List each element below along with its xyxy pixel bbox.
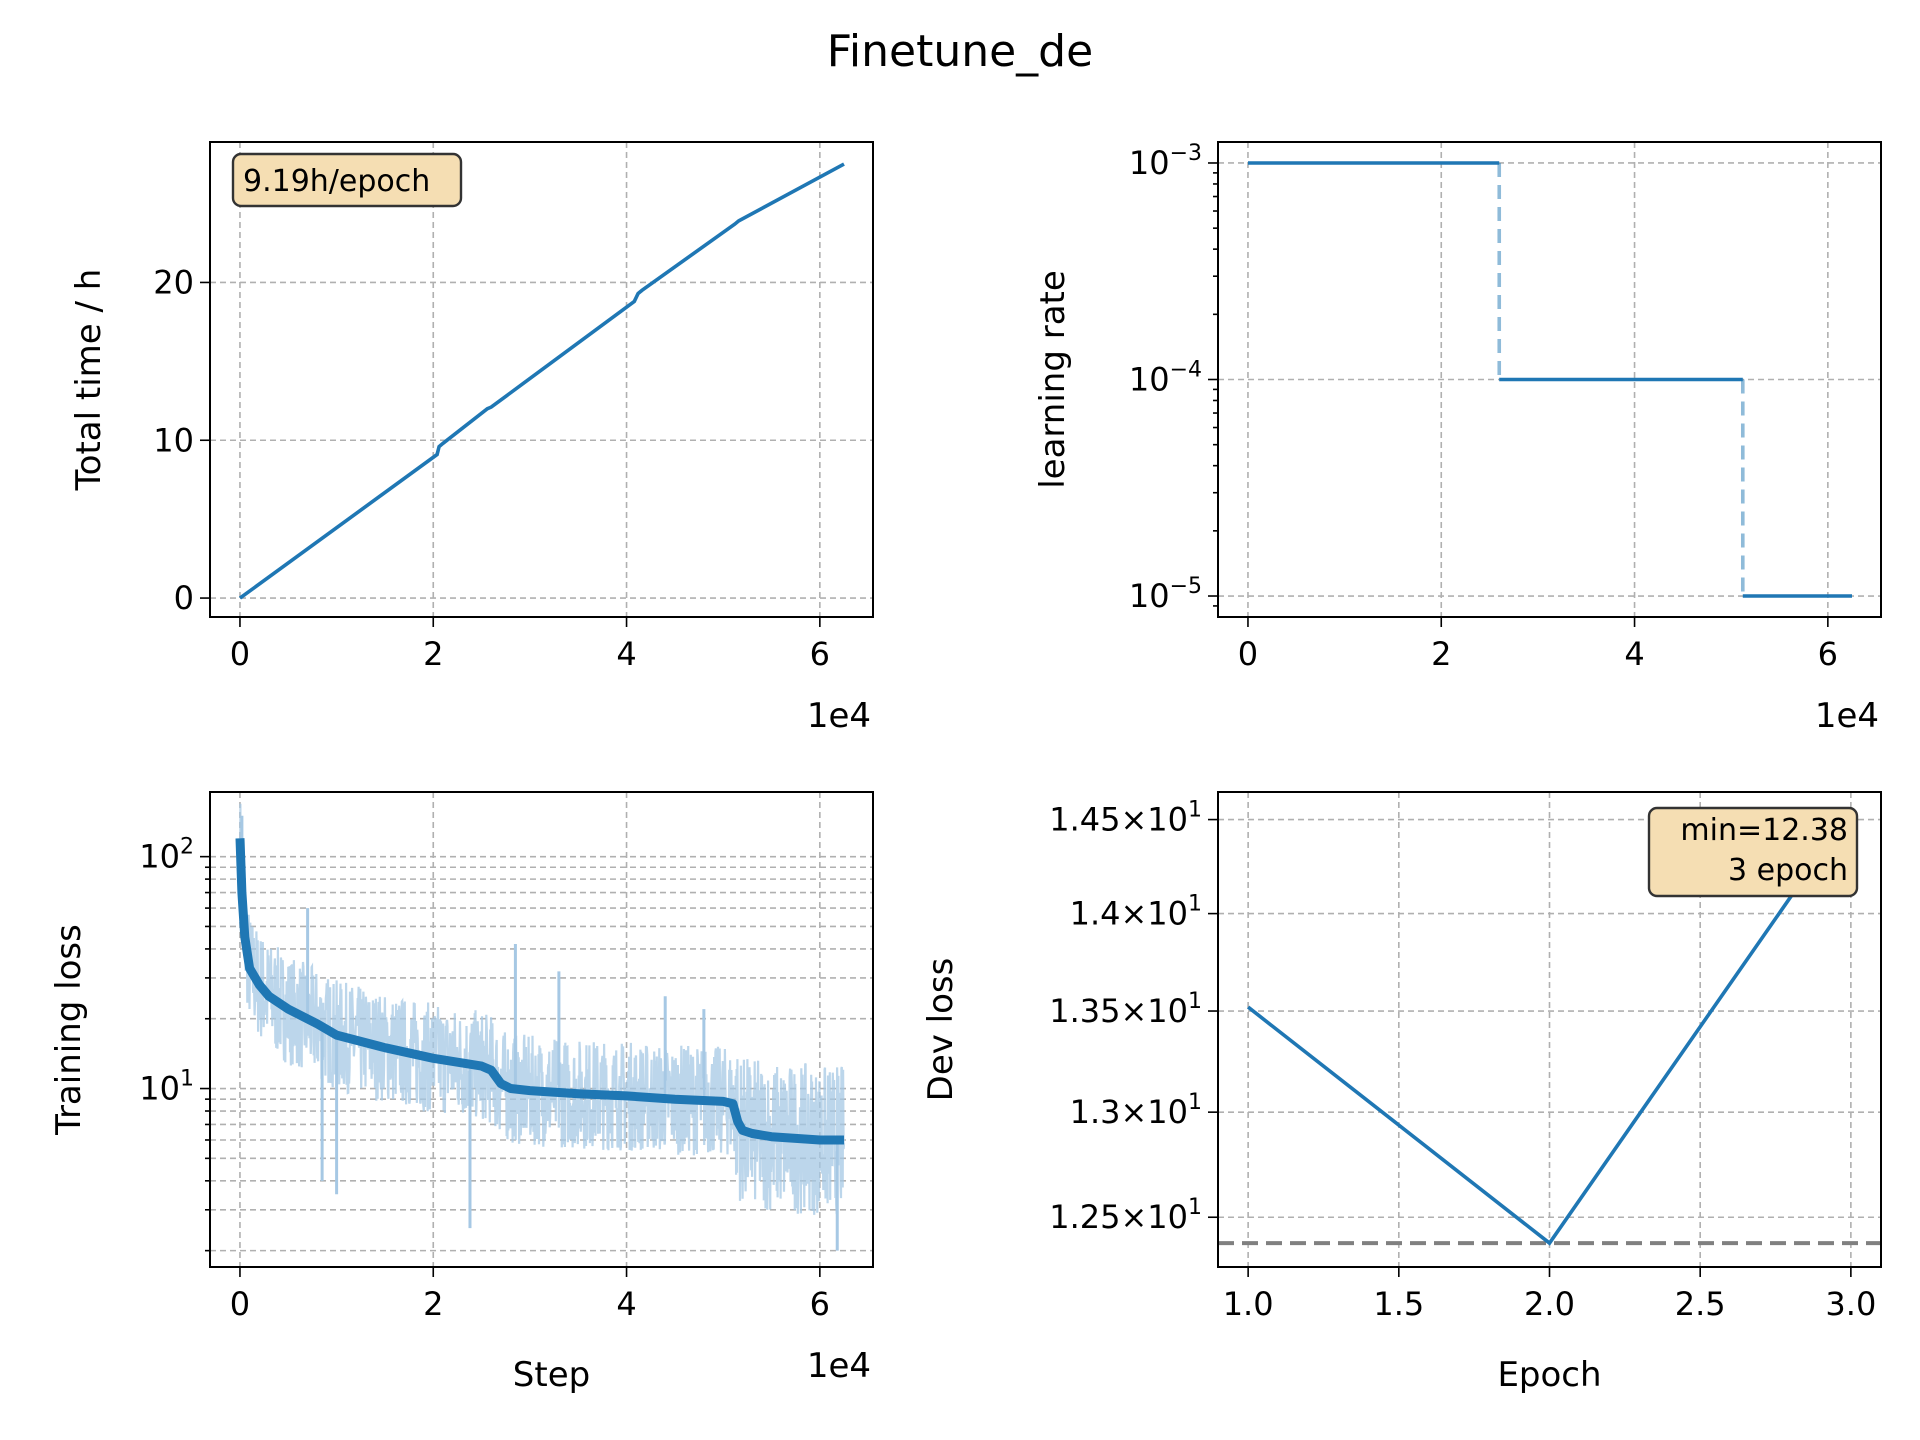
figure-title: Finetune_de [827,26,1093,77]
x-offset-text: 1e4 [1815,696,1879,736]
plot-area [1218,809,1881,1246]
panel-training-loss: 0 2 4 6 101 102 Training loss Step 1e4 [49,791,874,1395]
x-tick-label: 2.0 [1524,1285,1575,1323]
y-tick-label: 0 [174,579,194,617]
x-tick-label: 4 [1624,635,1644,673]
y-tick-label: 1.4×101 [1070,892,1202,933]
axes-frame [209,141,874,618]
grid [210,142,873,617]
annotation-box: min=12.38 3 epoch [1647,806,1859,898]
x-tick-label: 6 [1818,635,1838,673]
y-axis-label: learning rate [1033,270,1073,489]
annotation-frame [1647,806,1859,898]
panel-learning-rate: 0 2 4 6 10−5 10−4 10−3 learning rate 1e4 [1033,141,1882,736]
panel-dev-loss: 1.0 1.5 2.0 2.5 3.0 1.25×101 1.3×101 1.35×101 1.… [921,791,1882,1395]
annotation-frame [231,152,463,208]
y-axis-label: Total time / h [69,269,109,492]
annotation-box: 9.19h/epoch [231,152,463,208]
ticks: 0 2 4 6 10−5 10−4 10−3 [1129,141,1838,673]
x-tick-label: 0 [230,635,250,673]
y-tick-label: 102 [139,835,194,876]
y-axis-label: Dev loss [921,958,961,1102]
y-axis-label: Training loss [49,924,89,1136]
x-tick-label: 4 [616,635,636,673]
y-tick-label: 20 [153,263,194,301]
annotation-text-line-2: 3 epoch [1728,853,1848,888]
dev-loss-line [1246,809,1853,1246]
x-tick-label: 6 [810,1285,830,1323]
y-tick-label: 101 [139,1067,194,1108]
x-tick-label: 2 [423,1285,443,1323]
plot-area [238,162,845,600]
x-tick-label: 6 [810,635,830,673]
ticks: 0 2 4 6 101 102 [139,835,830,1323]
y-tick-label: 1.25×101 [1049,1195,1202,1236]
series-line [238,162,845,600]
x-offset-text: 1e4 [807,696,871,736]
y-tick-label: 10−4 [1129,358,1202,399]
x-tick-label: 2 [1431,635,1451,673]
annotation-text-line-1: min=12.38 [1680,813,1848,848]
x-tick-label: 2 [423,635,443,673]
y-tick-label: 10 [153,421,194,459]
y-tick-label: 1.35×101 [1049,989,1202,1030]
ticks: 1.0 1.5 2.0 2.5 3.0 1.25×101 1.3×101 1.35×101 1.… [1049,798,1876,1323]
y-tick-label: 10−5 [1129,574,1202,615]
plot-area [1248,161,1852,598]
x-axis-label: Step [513,1355,590,1395]
y-tick-label: 10−3 [1129,141,1202,182]
x-offset-text: 1e4 [807,1346,871,1386]
raw-loss-line [238,803,846,1215]
axes-frame [209,791,874,1268]
x-tick-label: 0 [230,1285,250,1323]
x-tick-label: 2.5 [1675,1285,1726,1323]
y-tick-label: 1.3×101 [1070,1090,1202,1131]
ticks: 0 2 4 6 0 10 20 [153,263,830,673]
x-tick-label: 1.5 [1373,1285,1424,1323]
x-tick-label: 1.0 [1223,1285,1274,1323]
plot-area [235,803,846,1251]
x-tick-label: 4 [616,1285,636,1323]
grid [1218,792,1881,1267]
x-tick-label: 0 [1238,635,1258,673]
y-tick-label: 1.45×101 [1049,798,1202,839]
panel-total-time: 0 2 4 6 0 10 20 Total time / h 1e4 9.19h/epoch [69,141,874,736]
x-axis-label: Epoch [1497,1355,1601,1395]
x-tick-label: 3.0 [1825,1285,1876,1323]
annotation-text: 9.19h/epoch [243,164,430,199]
smoothed-loss-line [235,838,844,1145]
